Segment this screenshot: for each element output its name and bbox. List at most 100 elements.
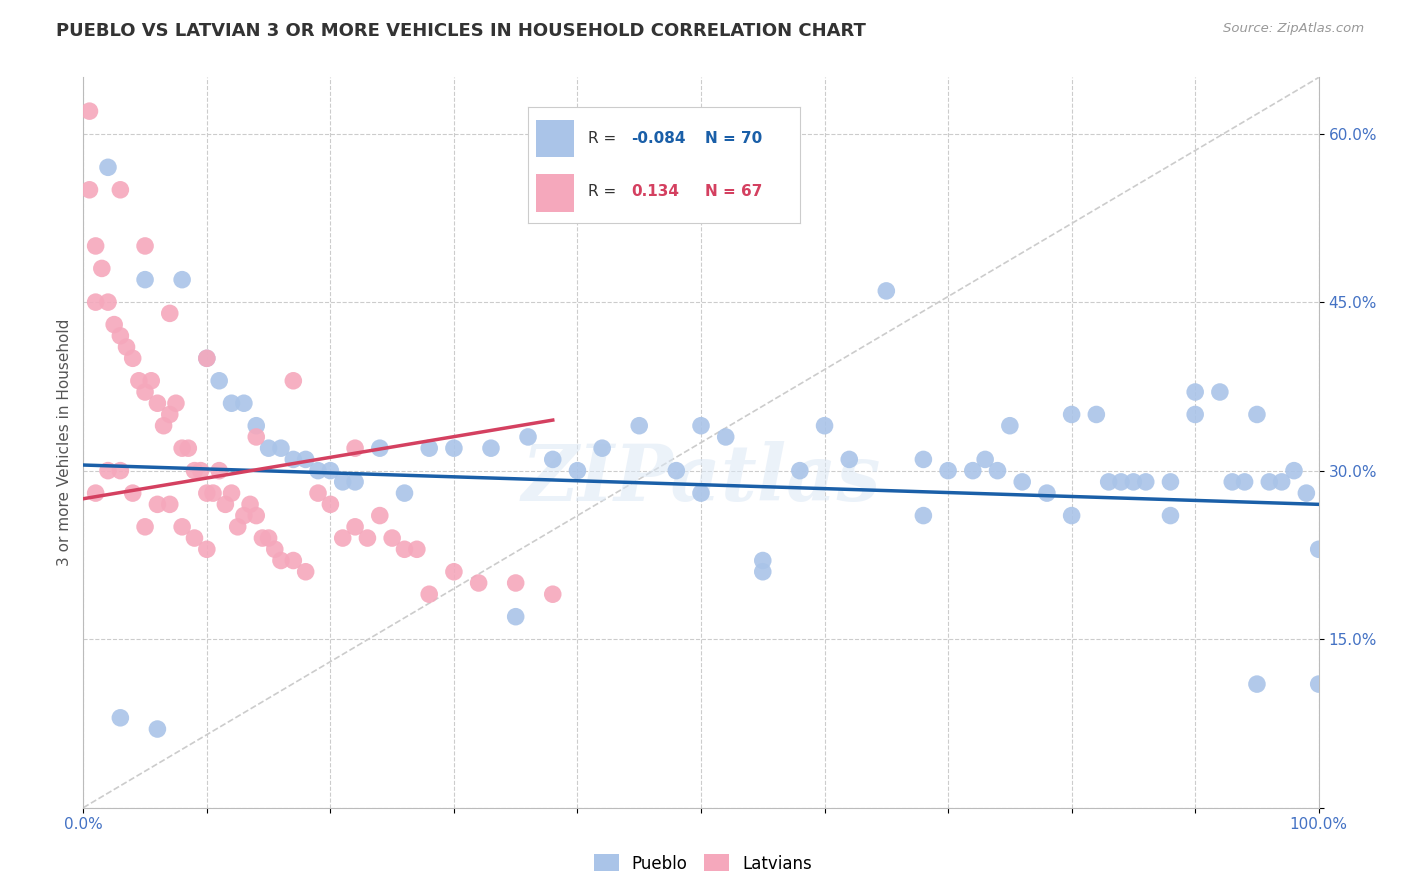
Point: [97, 464, 120, 478]
Point: [159, 408, 181, 422]
Point: [1308, 677, 1330, 691]
Point: [418, 587, 440, 601]
Point: [121, 351, 143, 366]
Point: [368, 508, 391, 523]
Point: [146, 722, 169, 736]
Point: [190, 464, 212, 478]
Point: [752, 553, 775, 567]
Point: [245, 418, 267, 433]
Point: [134, 273, 156, 287]
Point: [319, 497, 342, 511]
Point: [177, 441, 200, 455]
Point: [1060, 508, 1083, 523]
Point: [394, 486, 416, 500]
Point: [202, 486, 225, 500]
Point: [1271, 475, 1294, 489]
Point: [270, 441, 292, 455]
Y-axis label: 3 or more Vehicles in Household: 3 or more Vehicles in Household: [58, 318, 72, 566]
Point: [998, 418, 1021, 433]
Point: [239, 497, 262, 511]
Point: [962, 464, 984, 478]
Point: [479, 441, 502, 455]
Point: [294, 452, 316, 467]
Point: [252, 531, 274, 545]
Point: [307, 486, 329, 500]
Point: [84, 295, 107, 310]
Point: [134, 520, 156, 534]
Point: [103, 318, 125, 332]
Point: [974, 452, 997, 467]
Point: [1246, 408, 1268, 422]
Point: [257, 441, 280, 455]
Point: [195, 542, 218, 557]
Point: [283, 374, 305, 388]
Point: [344, 475, 367, 489]
Point: [283, 553, 305, 567]
Point: [221, 396, 243, 410]
Point: [356, 531, 378, 545]
Point: [1011, 475, 1033, 489]
Point: [84, 239, 107, 253]
Point: [591, 441, 613, 455]
Point: [936, 464, 959, 478]
Point: [1184, 408, 1206, 422]
Point: [208, 464, 231, 478]
Point: [1098, 475, 1121, 489]
Point: [152, 418, 174, 433]
Point: [1220, 475, 1243, 489]
Point: [517, 430, 540, 444]
Legend: Pueblo, Latvians: Pueblo, Latvians: [586, 847, 820, 880]
Point: [443, 441, 465, 455]
Point: [394, 542, 416, 557]
Point: [1258, 475, 1281, 489]
Point: [245, 508, 267, 523]
Text: Source: ZipAtlas.com: Source: ZipAtlas.com: [1223, 22, 1364, 36]
Point: [172, 520, 194, 534]
Point: [146, 497, 169, 511]
Point: [690, 418, 713, 433]
Point: [875, 284, 897, 298]
Point: [159, 497, 181, 511]
Point: [232, 396, 254, 410]
Point: [838, 452, 860, 467]
Point: [912, 452, 935, 467]
Point: [319, 464, 342, 478]
Point: [1209, 384, 1232, 399]
Point: [344, 520, 367, 534]
Point: [714, 430, 737, 444]
Point: [1233, 475, 1256, 489]
Point: [141, 374, 163, 388]
Point: [195, 486, 218, 500]
Point: [1085, 408, 1108, 422]
Point: [172, 441, 194, 455]
Point: [1135, 475, 1157, 489]
Text: ZIPatlas: ZIPatlas: [522, 441, 880, 517]
Point: [332, 531, 354, 545]
Point: [789, 464, 811, 478]
Point: [245, 430, 267, 444]
Point: [628, 418, 651, 433]
Point: [1295, 486, 1317, 500]
Point: [418, 441, 440, 455]
Point: [665, 464, 688, 478]
Point: [912, 508, 935, 523]
Point: [1184, 384, 1206, 399]
Point: [541, 587, 564, 601]
Point: [172, 273, 194, 287]
Point: [381, 531, 404, 545]
Point: [752, 565, 775, 579]
Point: [294, 565, 316, 579]
Point: [1060, 408, 1083, 422]
Point: [690, 486, 713, 500]
Point: [110, 183, 132, 197]
Point: [226, 520, 249, 534]
Point: [183, 531, 205, 545]
Point: [84, 486, 107, 500]
Point: [110, 711, 132, 725]
Point: [214, 497, 236, 511]
Point: [208, 374, 231, 388]
Point: [257, 531, 280, 545]
Point: [183, 464, 205, 478]
Point: [195, 351, 218, 366]
Point: [1159, 508, 1181, 523]
